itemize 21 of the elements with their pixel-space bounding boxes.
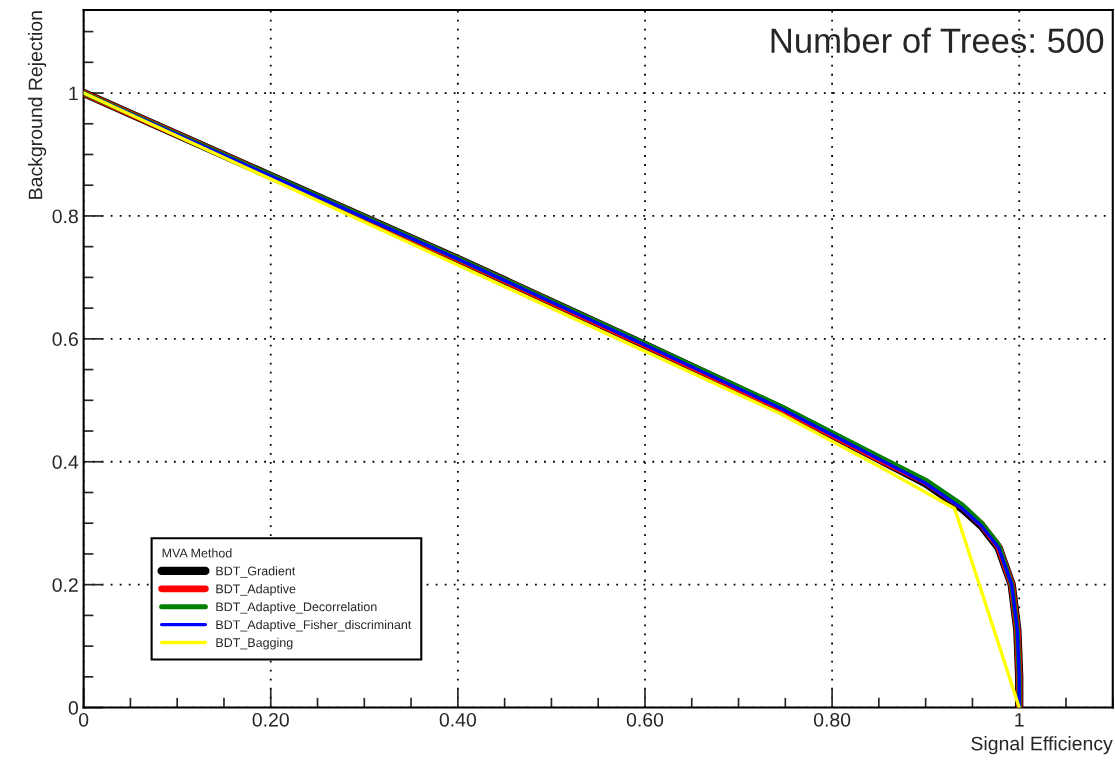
- annotation: Number of Trees: 500: [771, 27, 1104, 54]
- x-tick-label: 1: [1015, 713, 1024, 727]
- x-tick-label: 0.20: [252, 712, 289, 727]
- legend-label: BDT_Gradient: [216, 566, 296, 578]
- legend-label: BDT_Adaptive_Fisher_discriminant: [216, 619, 412, 632]
- y-tick-label: 0.2: [52, 578, 78, 592]
- legend-label: BDT_Adaptive_Decorrelation: [216, 602, 377, 614]
- y-tick-label: 0: [68, 701, 78, 715]
- legend-label: BDT_Bagging: [216, 637, 293, 650]
- y-tick-label: 0.6: [52, 332, 78, 347]
- x-tick-label: 0.60: [626, 712, 664, 727]
- legend-title: MVA Method: [162, 548, 232, 558]
- x-tick-label: 0: [78, 712, 89, 727]
- x-tick-label: 0.40: [439, 712, 477, 727]
- y-tick-label: 0.8: [52, 209, 78, 224]
- x-tick-label: 0.80: [813, 712, 851, 727]
- y-tick-label: 1: [69, 86, 78, 101]
- legend-label: BDT_Adaptive: [216, 584, 296, 596]
- y-tick-label: 0.4: [52, 455, 79, 469]
- x-axis-title: Signal Efficiency: [971, 736, 1113, 755]
- y-axis-title: Background Rejection: [28, 11, 47, 199]
